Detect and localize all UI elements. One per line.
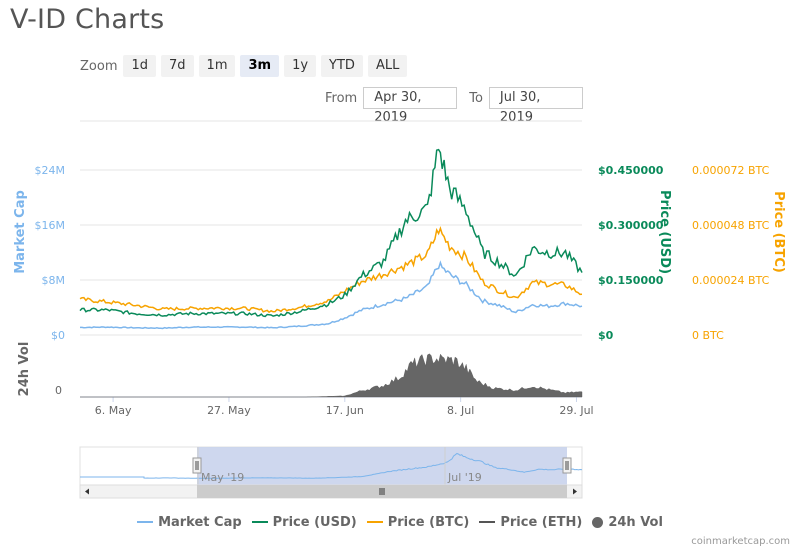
to-label: To [469,90,483,106]
chart-legend: Market Cap Price (USD) Price (BTC) Price… [0,512,800,532]
legend-label: Price (BTC) [387,514,470,530]
price-chart[interactable]: $0 $8M $16M $24M $0 $0.150000 $0.300000 $0.4500… [0,0,800,505]
date-range: From Apr 30, 2019 To Jul 30, 2019 [325,87,583,125]
price-btc-tick-label: 0.000024 BTC [692,274,770,287]
legend-label: Market Cap [158,514,242,530]
legend-label: Price (ETH) [500,514,583,530]
zoom-button-1y[interactable]: 1y [284,55,317,77]
scrollbar-left-arrow-icon[interactable] [85,488,89,495]
legend-volume[interactable]: 24h Vol [592,515,663,530]
price-usd-tick-label: $0.450000 [598,164,664,177]
legend-swatch-price-usd [251,521,268,523]
scrollbar-right-arrow-icon[interactable] [573,488,577,495]
chart-grid [80,120,582,398]
zoom-button-3m[interactable]: 3m [240,55,280,77]
series-price-usd [79,148,583,318]
market-cap-axis-title: Market Cap [13,190,28,274]
volume-axis-title: 24h Vol [17,342,32,397]
price-usd-tick-label: $0.150000 [598,274,664,287]
navigator-label: Jul '19 [447,471,482,484]
volume-tick-label: 0 [55,384,62,397]
legend-price-usd[interactable]: Price (USD) [251,514,357,530]
legend-price-btc[interactable]: Price (BTC) [366,514,470,530]
x-tick-label: 8. Jul [447,404,474,417]
legend-swatch-market-cap [137,521,154,523]
zoom-button-7d[interactable]: 7d [161,55,194,77]
legend-price-eth[interactable]: Price (ETH) [479,515,582,530]
price-usd-tick-label: $0 [598,329,614,342]
x-tick-label: 6. May [95,404,132,417]
price-btc-tick-label: 0.000072 BTC [692,164,770,177]
market-cap-tick-label: $0 [51,329,65,342]
navigator-selected-range [197,447,567,485]
price-usd-tick-label: $0.300000 [598,219,664,232]
navigator: May '19 Jul '19 [79,446,583,499]
market-cap-tick-label: $24M [35,164,66,177]
zoom-button-1m[interactable]: 1m [198,55,236,77]
zoom-selector: Zoom 1d 7d 1m 3m 1y YTD ALL [80,54,412,78]
navigator-label: May '19 [201,471,244,484]
market-cap-tick-label: $16M [35,219,66,232]
legend-dot-volume [592,516,604,528]
credit-link[interactable]: coinmarketcap.com [691,536,790,547]
price-btc-tick-label: 0.000048 BTC [692,219,770,232]
legend-swatch-price-eth [479,521,496,523]
to-date-input[interactable]: Jul 30, 2019 [488,87,583,125]
x-tick-label: 27. May [207,404,251,417]
zoom-button-ytd[interactable]: YTD [321,55,363,77]
series-volume [80,353,583,398]
from-label: From [325,90,358,106]
x-tick-label: 17. Jun [326,404,364,417]
legend-label: 24h Vol [608,514,663,530]
navigator-handle-right[interactable] [562,457,572,474]
zoom-button-1d[interactable]: 1d [123,55,157,77]
x-tick-label: 29. Jul [559,404,593,417]
price-usd-axis-title: Price (USD) [657,190,672,274]
legend-swatch-price-btc [366,521,383,523]
price-btc-tick-label: 0 BTC [692,329,724,342]
zoom-button-all[interactable]: ALL [367,55,408,77]
legend-market-cap[interactable]: Market Cap [137,515,242,530]
legend-label: Price (USD) [272,514,357,530]
navigator-handle-left[interactable] [192,457,202,474]
page-title: V-ID Charts [10,4,165,35]
price-btc-axis-title: Price (BTC) [771,191,786,273]
navigator-series [80,452,583,479]
series-market-cap [80,260,583,330]
series-price-btc [79,226,583,314]
from-date-input[interactable]: Apr 30, 2019 [363,87,458,125]
market-cap-tick-label: $8M [42,274,66,287]
chart-axes: $0 $8M $16M $24M $0 $0.150000 $0.300000 $0.4500… [13,164,786,417]
chart-series [79,148,583,398]
zoom-label: Zoom [80,58,118,74]
